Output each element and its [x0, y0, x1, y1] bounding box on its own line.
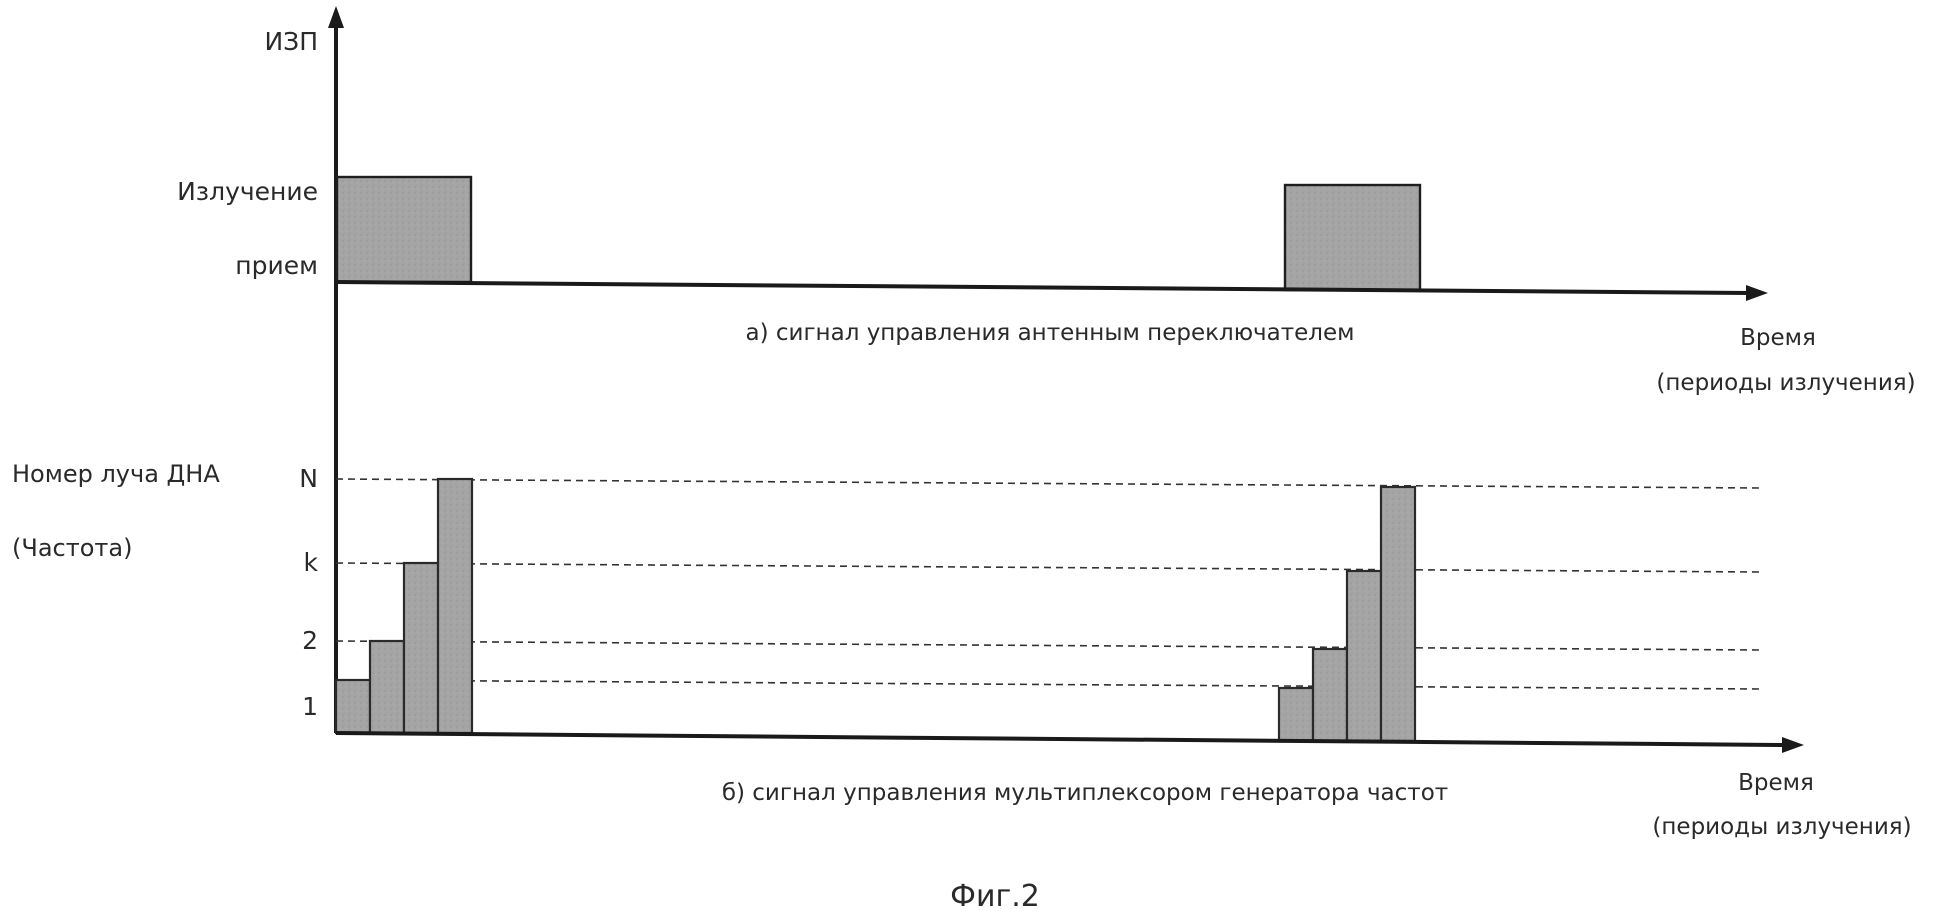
bottom-chart: Номер луча ДНА (Частота) 1 2 k N б) сигнал …: [12, 460, 1912, 840]
bottom-x-label-line2: (периоды излучения): [1652, 814, 1911, 840]
top-time-arrowhead: [1746, 285, 1768, 301]
bottom-time-arrowhead: [1782, 737, 1804, 753]
figure-label: Фиг.2: [950, 879, 1040, 911]
dashed-line-N: [336, 479, 1760, 488]
top-x-label-line2: (периоды излучения): [1656, 370, 1915, 396]
beam-bar-p2-1: [1279, 688, 1313, 741]
y-axis-arrowhead: [328, 6, 344, 28]
bottom-y-title-line2: (Частота): [12, 534, 132, 562]
dashed-line-1: [336, 680, 1760, 689]
top-x-label-line1: Время: [1740, 325, 1816, 351]
level-low-label: прием: [235, 251, 318, 280]
beam-bar-p1-4: [438, 479, 472, 733]
level-label-2: 2: [302, 626, 318, 655]
beam-bar-p1-3: [404, 563, 438, 733]
beam-bar-p2-4: [1381, 487, 1415, 741]
top-caption: а) сигнал управления антенным переключат…: [746, 320, 1355, 346]
level-labels: 1 2 k N: [299, 464, 318, 721]
beam-bars: [336, 479, 1415, 741]
bottom-x-label-line1: Время: [1738, 770, 1814, 796]
beam-bar-p1-1: [336, 680, 370, 733]
pulse-1: [337, 177, 471, 282]
level-label-N: N: [299, 464, 318, 493]
beam-bar-p2-3: [1347, 571, 1381, 741]
beam-bar-p1-2: [370, 641, 404, 733]
level-high-label: Излучение: [177, 177, 318, 206]
bottom-y-title-line1: Номер луча ДНА: [12, 460, 220, 488]
top-y-axis-label: ИЗП: [264, 27, 318, 56]
dashed-line-2: [336, 641, 1760, 650]
beam-bar-p2-2: [1313, 649, 1347, 741]
top-time-axis: [336, 282, 1750, 293]
level-label-k: k: [304, 548, 319, 577]
level-label-1: 1: [302, 692, 318, 721]
bottom-time-axis: [336, 733, 1785, 745]
pulse-2: [1285, 185, 1420, 290]
top-chart: ИЗП Излучение прием а) сигнал управления…: [177, 27, 1916, 396]
dashed-line-k: [336, 563, 1760, 572]
level-dashed-lines: [336, 479, 1760, 689]
bottom-caption: б) сигнал управления мультиплексором ген…: [722, 780, 1448, 806]
